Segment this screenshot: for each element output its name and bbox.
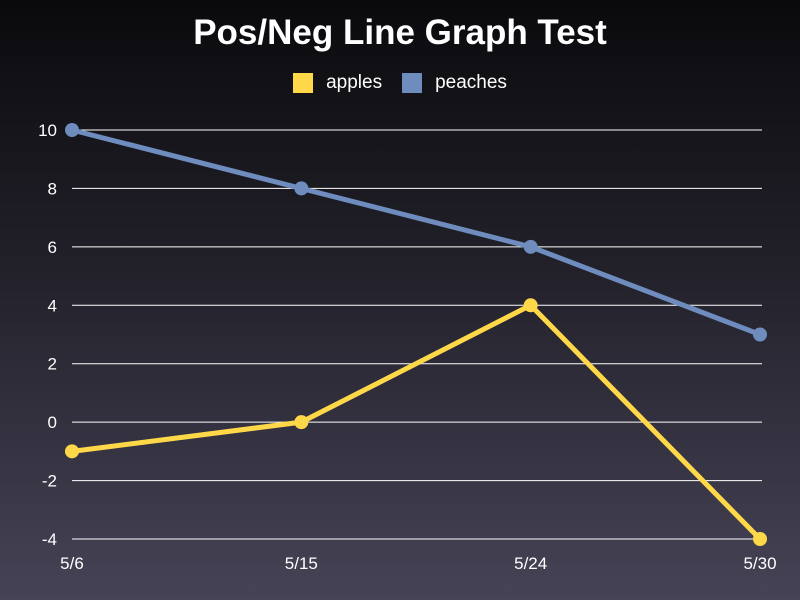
data-point-apples (753, 532, 767, 546)
legend-item-peaches: peaches (402, 72, 507, 94)
data-point-peaches (523, 239, 538, 254)
legend-label-peaches: peaches (435, 72, 507, 93)
y-tick-label: 6 (48, 238, 57, 257)
data-point-apples (294, 415, 309, 430)
x-tick-label: 5/6 (60, 554, 84, 573)
x-tick-label: 5/15 (285, 554, 318, 573)
series-line-apples (69, 302, 763, 542)
legend-item-apples: apples (293, 72, 382, 94)
data-point-peaches (65, 123, 79, 137)
legend-swatch-apples (293, 73, 314, 93)
data-point-peaches (753, 327, 767, 342)
y-tick-label: 8 (48, 179, 57, 198)
data-point-apples (523, 298, 538, 313)
y-tick-label: -2 (42, 472, 57, 491)
y-tick-label: 0 (48, 413, 57, 432)
y-tick-label: 4 (48, 296, 57, 315)
legend-label-apples: apples (326, 72, 383, 93)
data-point-apples (65, 444, 79, 459)
legend-swatch-peaches (402, 73, 423, 93)
data-point-peaches (294, 181, 309, 196)
series-line-peaches (69, 127, 763, 337)
y-tick-label: 2 (48, 355, 57, 374)
chart-title: Pos/Neg Line Graph Test (193, 13, 607, 52)
y-tick-label: 10 (38, 121, 57, 140)
legend: apples peaches (0, 72, 800, 94)
x-tick-label: 5/24 (514, 554, 547, 573)
y-tick-label: -4 (42, 530, 57, 549)
x-tick-label: 5/30 (743, 554, 776, 573)
